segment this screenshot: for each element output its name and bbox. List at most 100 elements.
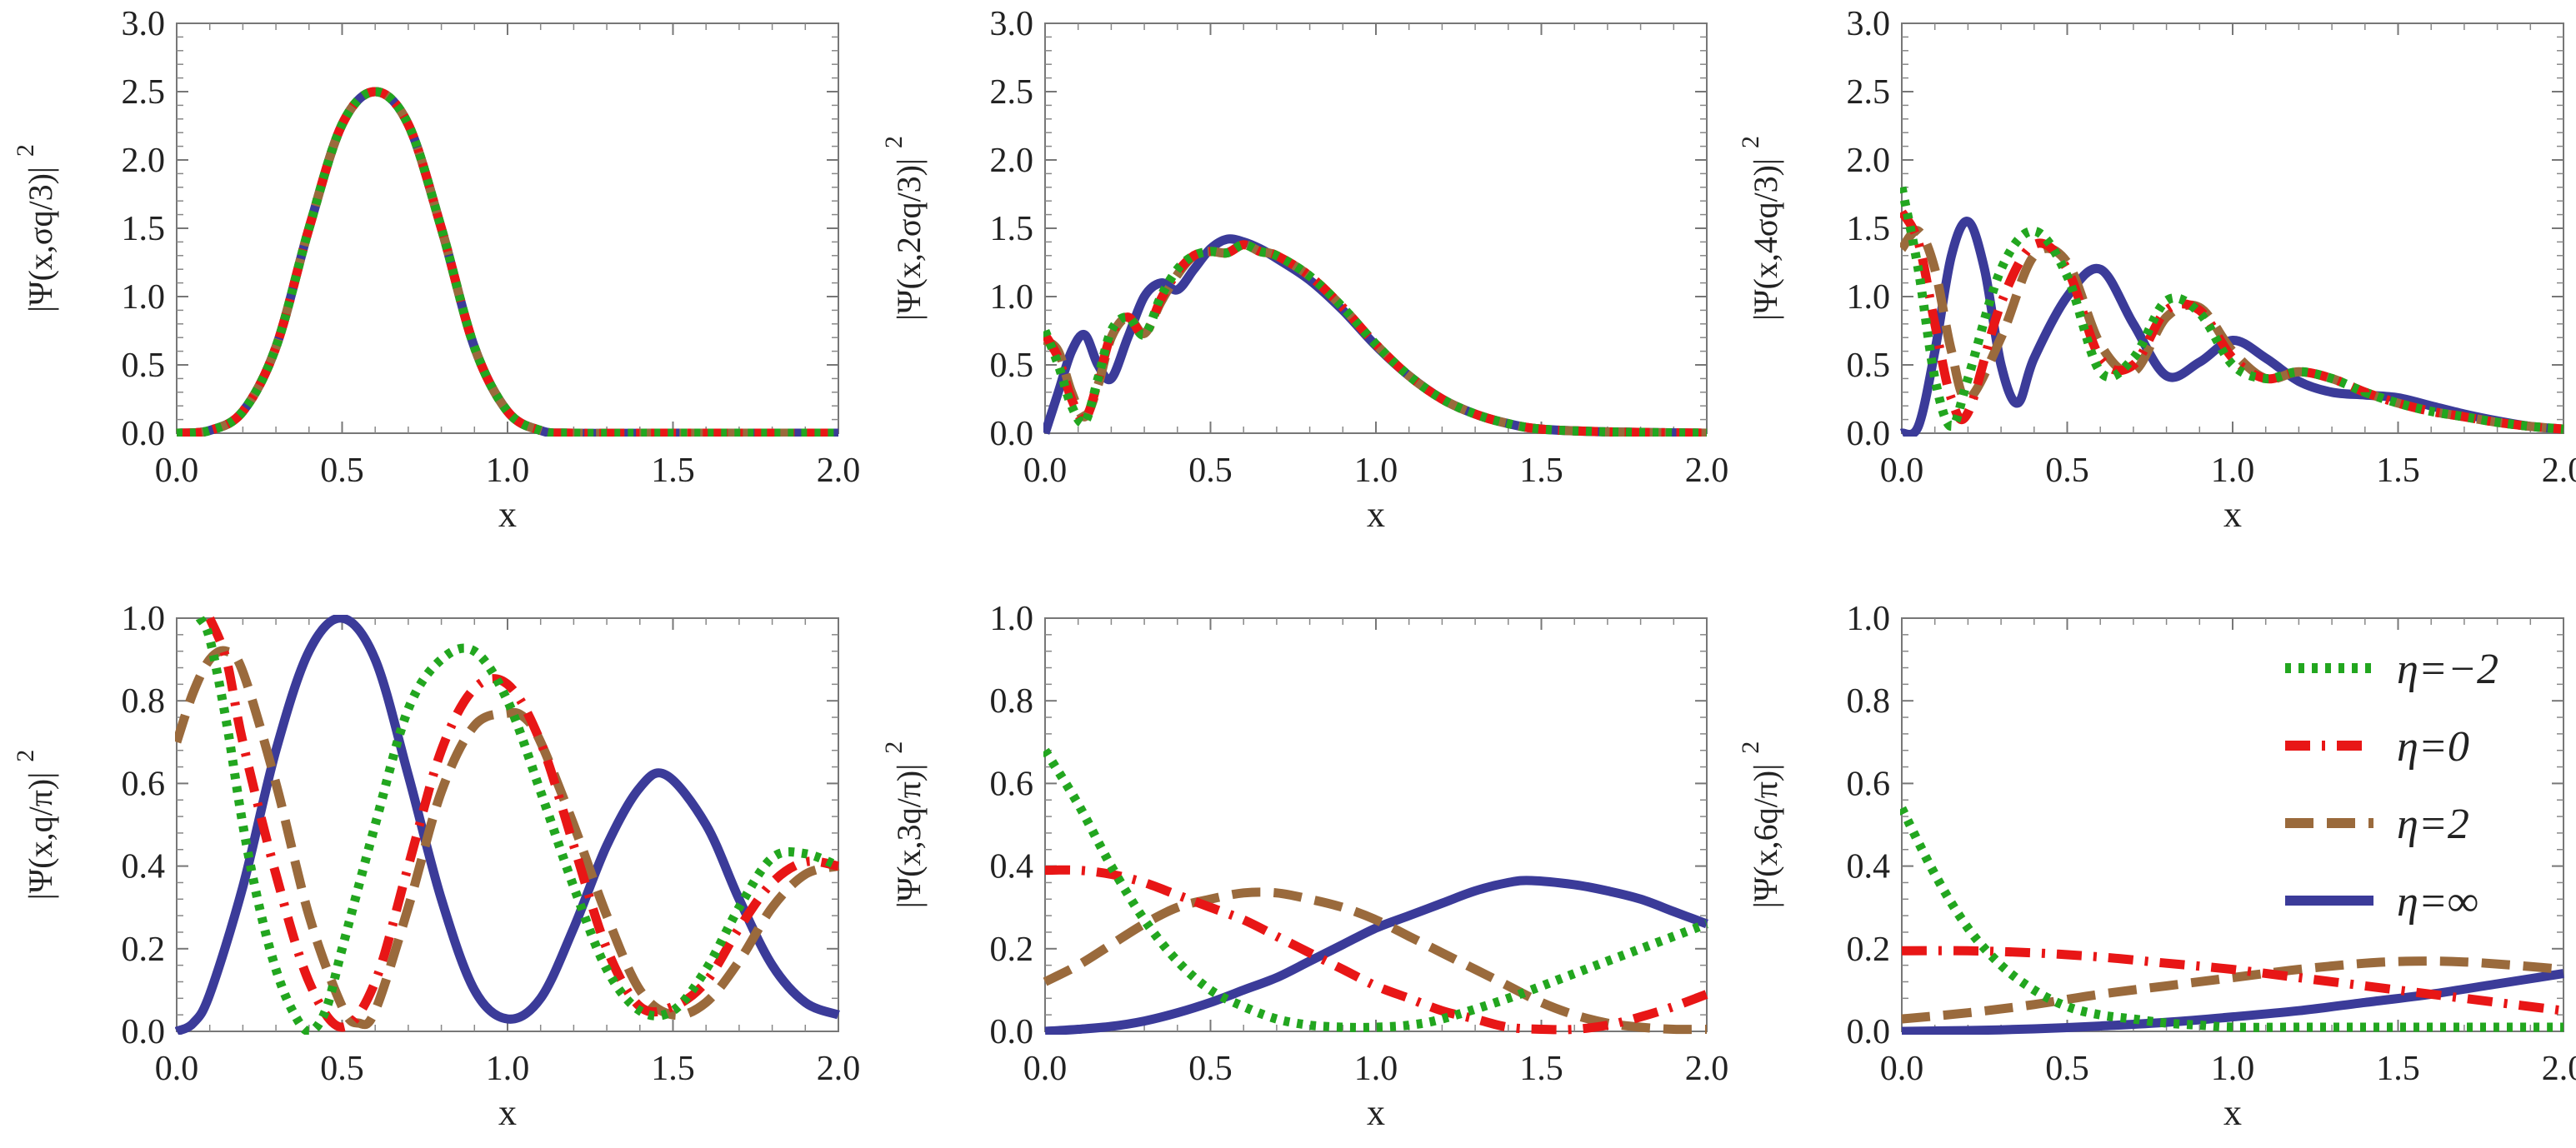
y-tick-label: 2.0 xyxy=(122,142,166,180)
x-tick-label: 0.5 xyxy=(2045,452,2089,490)
y-tick-label: 2.0 xyxy=(990,142,1034,180)
legend-label: η=0 xyxy=(2397,723,2469,771)
x-axis-label: x xyxy=(498,494,517,535)
x-tick-label: 1.5 xyxy=(651,452,695,490)
x-tick-label: 2.0 xyxy=(1685,452,1729,490)
y-tick-label: 0.4 xyxy=(122,848,166,886)
y-tick-label: 0.8 xyxy=(990,682,1034,721)
x-tick-label: 0.0 xyxy=(155,452,199,490)
y-axis-label: |Ψ(x,σq/3)| 2 xyxy=(12,144,59,312)
y-tick-label: 1.5 xyxy=(990,210,1034,248)
y-axis-label-exponent: 2 xyxy=(1737,741,1764,754)
x-axis-label: x xyxy=(1367,1092,1385,1133)
x-tick-label: 0.0 xyxy=(1023,452,1068,490)
y-axis-label-text: |Ψ(x,6q/π)| xyxy=(1747,764,1784,908)
y-axis-label-exponent: 2 xyxy=(880,136,908,148)
y-axis-label: |Ψ(x,4σq/3)| 2 xyxy=(1737,136,1784,321)
y-tick-label: 1.0 xyxy=(990,278,1034,317)
y-tick-label: 1.0 xyxy=(1847,278,1891,317)
series-group xyxy=(175,615,840,1035)
y-tick-label: 0.4 xyxy=(1847,848,1891,886)
x-tick-label: 0.5 xyxy=(1188,1050,1233,1088)
x-tick-label: 2.0 xyxy=(817,452,861,490)
legend-label: η=2 xyxy=(2397,801,2469,848)
series-group xyxy=(1900,806,2564,1035)
series-line xyxy=(1901,956,2564,1024)
series-line xyxy=(176,87,838,437)
panel-6: 0.0 0.5 1.0 1.5 2.0 0.0 0.2 0.4 0.6 0.8 1.0 x |Ψ(x,6… xyxy=(1737,600,2576,1133)
x-tick-label: 2.0 xyxy=(2542,1050,2576,1088)
y-tick-label: 2.0 xyxy=(1847,142,1891,180)
y-axis-label: |Ψ(x,q/π)| 2 xyxy=(12,750,59,900)
y-tick-label: 0.6 xyxy=(1847,765,1891,803)
y-axis-label-exponent: 2 xyxy=(12,144,39,157)
series-line xyxy=(195,616,840,1035)
y-tick-label: 1.0 xyxy=(990,600,1034,638)
series-line xyxy=(1043,240,1708,437)
plot-frame xyxy=(176,22,839,434)
legend-label: η=−2 xyxy=(2397,646,2498,693)
y-tick-label: 0.2 xyxy=(122,931,166,969)
y-tick-label: 3.0 xyxy=(990,5,1034,43)
series-line xyxy=(1043,887,1708,1035)
y-tick-label: 0.5 xyxy=(1847,347,1891,385)
x-tick-label: 1.5 xyxy=(2376,1050,2420,1088)
panel-4: 0.0 0.5 1.0 1.5 2.0 0.0 0.2 0.4 0.6 0.8 1.0 x |Ψ(x,q… xyxy=(12,600,860,1133)
legend: η=−2 η=0 η=2 η=∞ xyxy=(2285,646,2498,926)
series-group xyxy=(176,87,838,437)
y-tick-label: 0.0 xyxy=(122,1013,166,1051)
x-tick-label: 1.5 xyxy=(1519,452,1563,490)
series-line xyxy=(205,616,840,1032)
y-tick-label: 0.0 xyxy=(122,415,166,453)
x-tick-label: 0.0 xyxy=(155,1050,199,1088)
y-tick-label: 0.6 xyxy=(990,765,1034,803)
x-tick-label: 0.5 xyxy=(320,1050,364,1088)
x-tick-label: 0.0 xyxy=(1880,1050,1924,1088)
series-line xyxy=(1901,969,2564,1035)
x-tick-label: 1.5 xyxy=(651,1050,695,1088)
series-line xyxy=(1901,946,2564,1016)
y-axis-label: |Ψ(x,2σq/3)| 2 xyxy=(880,136,928,321)
series-group xyxy=(1900,186,2564,437)
y-axis-label-text: |Ψ(x,3q/π)| xyxy=(890,764,928,908)
y-tick-label: 1.0 xyxy=(122,600,166,638)
series-line xyxy=(1900,217,2564,437)
y-tick-label: 0.0 xyxy=(1847,415,1891,453)
y-axis-label-exponent: 2 xyxy=(880,741,908,754)
x-tick-label: 2.0 xyxy=(817,1050,861,1088)
y-tick-label: 0.8 xyxy=(1847,682,1891,721)
y-axis-label-exponent: 2 xyxy=(1737,136,1764,148)
x-axis-label: x xyxy=(1367,494,1385,535)
y-axis-label-text: |Ψ(x,4σq/3)| xyxy=(1747,158,1784,321)
y-tick-label: 1.0 xyxy=(1847,600,1891,638)
x-tick-label: 1.0 xyxy=(2211,452,2255,490)
y-tick-label: 0.2 xyxy=(990,931,1034,969)
series-line xyxy=(176,87,838,437)
x-tick-label: 1.0 xyxy=(1354,452,1398,490)
series-line xyxy=(1044,876,1708,1035)
y-tick-label: 0.5 xyxy=(122,347,166,385)
panel-1: 0.0 0.5 1.0 1.5 2.0 0.0 0.5 1.0 1.5 2.0 2.5 3.0 x |Ψ(… xyxy=(12,5,860,535)
x-axis-label: x xyxy=(2223,494,2242,535)
x-tick-label: 0.0 xyxy=(1880,452,1924,490)
y-axis-label-text: |Ψ(x,σq/3)| xyxy=(22,167,59,312)
y-axis-label-text: |Ψ(x,2σq/3)| xyxy=(890,158,928,321)
series-line xyxy=(1900,209,2564,434)
x-tick-label: 0.5 xyxy=(2045,1050,2089,1088)
series-line xyxy=(176,87,838,437)
plot-frame xyxy=(1044,22,1708,434)
y-axis-label-text: |Ψ(x,q/π)| xyxy=(22,772,59,900)
y-tick-label: 1.5 xyxy=(1847,210,1891,248)
x-tick-label: 2.0 xyxy=(1685,1050,1729,1088)
series-line xyxy=(1044,865,1708,1035)
series-line xyxy=(175,646,840,1030)
x-tick-label: 1.5 xyxy=(1519,1050,1563,1088)
y-tick-label: 3.0 xyxy=(122,5,166,43)
y-tick-label: 0.5 xyxy=(990,347,1034,385)
x-tick-label: 1.0 xyxy=(1354,1050,1398,1088)
x-tick-label: 1.0 xyxy=(486,1050,530,1088)
panel-5: 0.0 0.5 1.0 1.5 2.0 0.0 0.2 0.4 0.6 0.8 1.0 x |Ψ(x,3… xyxy=(880,600,1728,1133)
y-tick-label: 0.6 xyxy=(122,765,166,803)
series-line xyxy=(1900,186,2564,434)
y-axis-label: |Ψ(x,6q/π)| 2 xyxy=(1737,741,1784,908)
